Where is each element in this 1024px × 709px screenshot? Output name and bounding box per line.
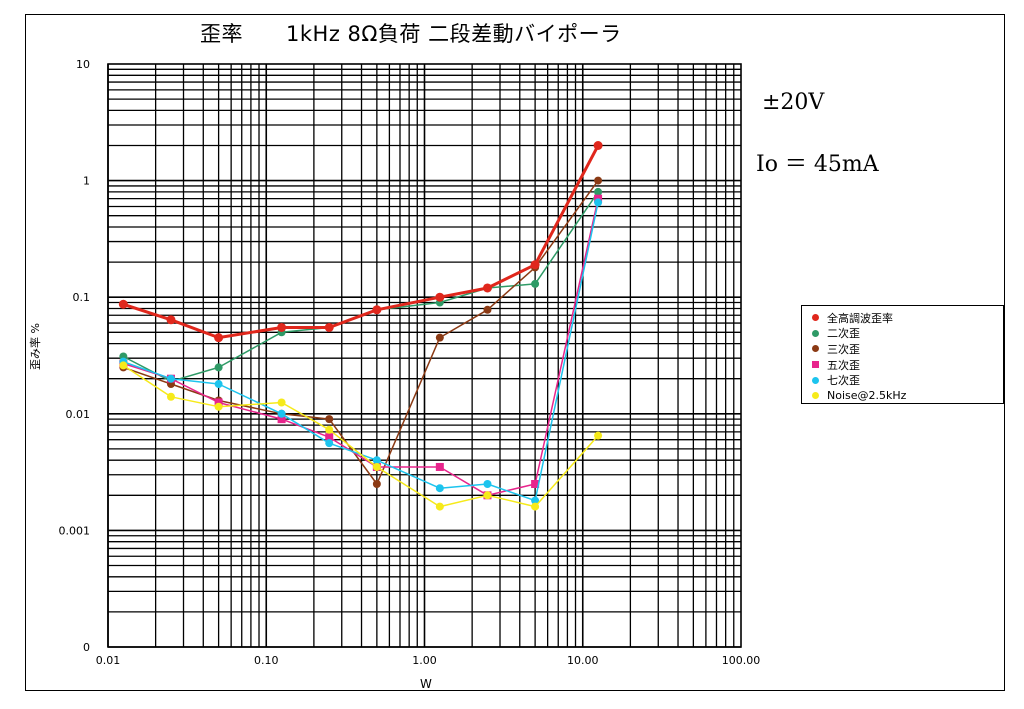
data-point	[531, 279, 540, 288]
data-point	[325, 425, 334, 434]
legend-marker	[812, 376, 819, 384]
data-point	[325, 415, 334, 424]
legend-marker	[812, 392, 819, 400]
series-line	[122, 364, 599, 508]
y-tick-label: 1	[83, 175, 90, 188]
y-tick-label: 0.001	[59, 524, 91, 537]
current-annotation: Io ＝ 45mA	[756, 152, 879, 177]
data-point	[277, 415, 286, 424]
legend-label: Noise@2.5kHz	[827, 389, 907, 403]
legend-marker	[812, 345, 819, 353]
data-point	[593, 140, 603, 150]
x-tick-label: 10.00	[567, 654, 599, 667]
legend: 全高調波歪率 二次歪 三次歪五次歪七次歪 Noise@2.5kHz	[801, 305, 1004, 404]
legend-marker	[812, 314, 819, 322]
data-point	[531, 480, 540, 489]
data-point	[214, 333, 224, 343]
data-point	[214, 380, 223, 389]
data-point	[214, 363, 223, 372]
data-point	[277, 398, 286, 407]
data-point	[325, 439, 334, 448]
legend-item: 七次歪	[812, 372, 1003, 388]
data-point	[166, 374, 175, 383]
legend-item: 五次歪	[812, 357, 1003, 373]
data-point	[531, 502, 540, 511]
series-line	[123, 202, 599, 502]
data-point	[594, 176, 603, 185]
data-point	[277, 322, 287, 332]
legend-label: 二次歪	[827, 327, 860, 341]
data-point	[166, 392, 175, 401]
x-tick-label: 100.00	[722, 654, 761, 667]
data-point	[118, 299, 128, 309]
data-point	[372, 480, 381, 489]
series-line	[123, 198, 599, 497]
data-point	[531, 496, 540, 505]
chart-frame	[25, 14, 1005, 691]
legend-item: 三次歪	[812, 341, 1003, 357]
y-tick-label: 10	[76, 58, 90, 71]
x-tick-label: 0.01	[96, 654, 121, 667]
voltage-annotation: ±20V	[762, 90, 825, 115]
data-point	[214, 402, 223, 411]
series-line	[122, 191, 599, 383]
data-point	[372, 305, 382, 315]
data-point	[435, 292, 445, 302]
legend-label: 全高調波歪率	[827, 311, 893, 325]
chart-title: 歪率 1kHz 8Ω負荷 二段差動バイポーラ	[200, 22, 622, 46]
data-point	[435, 502, 444, 511]
legend-marker	[812, 361, 819, 369]
data-point	[372, 456, 381, 465]
legend-item: 二次歪	[812, 326, 1003, 342]
y-tick-label: 0.01	[66, 408, 91, 421]
legend-label: 七次歪	[827, 374, 860, 388]
data-point	[483, 491, 492, 500]
x-axis-label: W	[420, 677, 432, 691]
data-point	[324, 322, 334, 332]
data-point	[214, 398, 223, 407]
data-point	[119, 361, 128, 370]
legend-label: 三次歪	[827, 342, 860, 356]
data-point	[483, 305, 492, 314]
data-point	[594, 198, 603, 207]
legend-item: 全高調波歪率	[812, 310, 1003, 326]
series-line	[122, 144, 600, 340]
plot-border	[107, 63, 742, 648]
data-point	[594, 187, 603, 196]
legend-item: Noise@2.5kHz	[812, 388, 1003, 404]
data-point	[325, 433, 334, 442]
legend-label: 五次歪	[827, 358, 860, 372]
legend-marker	[812, 329, 819, 337]
y-tick-label: 0	[83, 641, 90, 654]
data-point	[372, 462, 381, 471]
data-point	[435, 484, 444, 493]
data-point	[482, 283, 492, 293]
data-point	[483, 480, 492, 489]
data-point	[277, 409, 286, 418]
data-point	[435, 462, 444, 471]
data-point	[166, 315, 176, 325]
data-point	[594, 431, 603, 440]
x-tick-label: 1.00	[412, 654, 437, 667]
data-point	[530, 260, 540, 270]
y-tick-label: 0.1	[73, 291, 91, 304]
data-point	[435, 333, 444, 342]
x-tick-label: 0.10	[254, 654, 279, 667]
